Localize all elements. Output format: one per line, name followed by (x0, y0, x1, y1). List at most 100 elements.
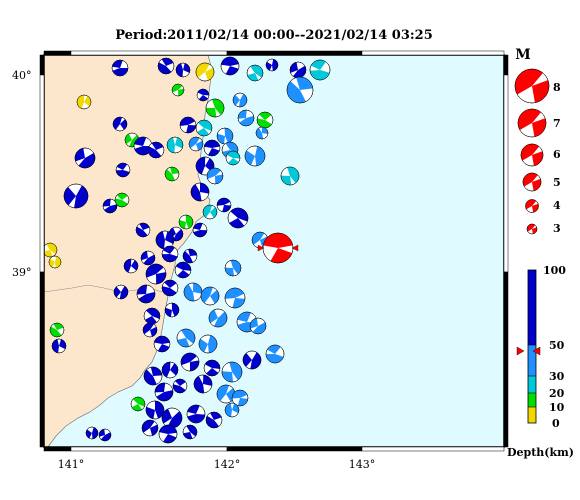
mechanism-29 (244, 145, 266, 167)
map-title: Period:2011/02/14 00:00--2021/02/14 03:2… (115, 28, 433, 43)
mechanism-79 (161, 361, 179, 379)
depth-marker-right (532, 346, 541, 356)
mechanism-86 (193, 374, 213, 394)
main-shock-marker (291, 244, 299, 252)
depth-band-0-10 (528, 407, 536, 423)
magnitude-legend (514, 68, 550, 235)
mechanism-37 (63, 183, 89, 209)
depth-tick-20: 20 (549, 387, 565, 400)
mechanism-52 (48, 255, 62, 269)
mechanism-73 (153, 335, 171, 353)
mag-legend-ball-1 (517, 108, 547, 138)
mag-label-6: 6 (553, 148, 561, 161)
depth-tick-50: 50 (549, 339, 565, 352)
depth-colorbar (516, 269, 541, 424)
mechanism-93 (205, 411, 223, 429)
depth-band-50-100 (528, 270, 536, 345)
mechanism-72 (142, 322, 158, 338)
depth-tick-10: 10 (549, 401, 565, 414)
mechanism-15 (237, 109, 255, 127)
mechanism-11 (171, 83, 185, 97)
mechanism-3 (195, 62, 215, 82)
mag-label-7: 7 (553, 117, 561, 130)
mechanism-62 (161, 279, 179, 297)
mechanism-42 (216, 197, 232, 213)
mechanism-98 (85, 426, 99, 440)
mechanism-59 (224, 259, 242, 277)
mechanism-1 (157, 57, 175, 75)
mag-label-5: 5 (553, 176, 561, 189)
mechanism-77 (265, 344, 285, 364)
mechanism-92 (186, 404, 206, 424)
mechanism-85 (172, 378, 188, 394)
mechanism-7 (289, 61, 307, 79)
mechanism-68 (208, 308, 228, 328)
mechanism-96 (158, 424, 178, 444)
lat-label-39: 39° (12, 266, 32, 279)
mechanism-44 (178, 214, 194, 230)
mechanism-81 (203, 359, 221, 377)
frame-ticks (39, 50, 509, 452)
mechanism-67 (164, 302, 180, 318)
mechanism-46 (192, 222, 208, 238)
mechanism-24 (147, 141, 165, 159)
lon-label-141: 141° (58, 458, 85, 471)
mag-legend-ball-4 (525, 199, 539, 213)
mechanism-58 (174, 261, 192, 279)
mechanism-40 (190, 182, 210, 202)
depth-tick-30: 30 (549, 370, 565, 383)
mechanism-30 (74, 147, 96, 169)
mechanism-34 (206, 167, 224, 185)
depth-marker-left (516, 346, 525, 356)
earthquake-mechanisms (42, 56, 331, 444)
mechanism-27 (203, 139, 221, 157)
mechanism-18 (112, 116, 128, 132)
mag-legend-ball-0 (514, 68, 550, 104)
depth-tick-100: 100 (543, 264, 566, 277)
mag-legend-ball-3 (522, 172, 542, 192)
mechanism-75 (198, 334, 218, 354)
mechanism-89 (130, 396, 146, 412)
mechanism-99 (98, 428, 112, 442)
mechanism-4 (220, 56, 240, 76)
mag-legend-ball-5 (526, 223, 538, 235)
mechanism-74 (176, 328, 196, 348)
mechanism-61 (136, 284, 156, 304)
mechanism-0 (111, 59, 129, 77)
mechanism-12 (196, 88, 210, 102)
lon-label-143: 143° (349, 458, 376, 471)
mechanism-80 (180, 352, 200, 372)
mechanism-56 (123, 258, 139, 274)
mechanism-38 (102, 198, 118, 214)
mechanism-8 (309, 59, 331, 81)
mechanism-21 (216, 127, 234, 145)
mechanism-54 (161, 245, 179, 263)
magnitude-legend-header: M (515, 47, 531, 63)
mechanism-87 (216, 384, 236, 404)
mag-label-8: 8 (553, 81, 561, 94)
mechanism-14 (232, 92, 248, 108)
mechanism-36 (280, 166, 300, 186)
mechanism-63 (183, 282, 203, 302)
mechanism-57 (145, 263, 167, 285)
mechanism-6 (265, 58, 279, 72)
mechanism-16 (256, 111, 274, 129)
mechanism-83 (242, 350, 262, 370)
mechanism-95 (141, 419, 159, 437)
mechanism-66 (143, 307, 161, 325)
lon-label-142: 142° (214, 458, 241, 471)
mechanism-26 (188, 136, 204, 152)
mechanism-64 (200, 286, 220, 306)
mag-legend-ball-2 (520, 143, 544, 167)
mechanism-39 (114, 192, 130, 208)
mag-label-3: 3 (553, 222, 561, 235)
mechanism-82 (221, 361, 243, 383)
mechanism-70 (49, 322, 65, 338)
mechanism-32 (164, 166, 180, 182)
mechanism-2 (175, 62, 191, 78)
mechanism-10 (76, 94, 92, 110)
mechanism-17 (255, 126, 269, 140)
mechanism-65 (224, 287, 246, 309)
depth-axis-label: Depth(km) (507, 446, 574, 459)
